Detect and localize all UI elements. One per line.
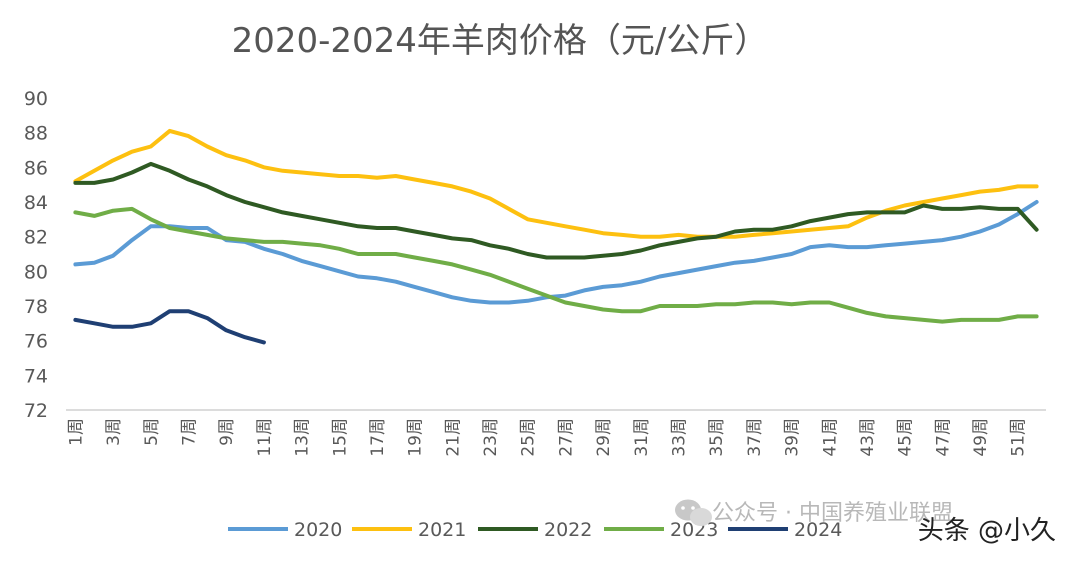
y-tick-label: 90 bbox=[24, 88, 48, 110]
legend-label-2021: 2021 bbox=[418, 519, 466, 541]
x-tick-label: 9周 bbox=[217, 418, 237, 446]
y-tick-label: 78 bbox=[24, 296, 48, 318]
x-tick-label: 45周 bbox=[896, 418, 916, 457]
x-tick-label: 29周 bbox=[594, 418, 614, 457]
y-tick-label: 72 bbox=[24, 400, 48, 422]
y-tick-label: 82 bbox=[24, 227, 48, 249]
x-tick-label: 47周 bbox=[933, 418, 953, 457]
x-tick-label: 37周 bbox=[745, 418, 765, 457]
x-axis-tick-labels: 1周 3周 5周 7周 9周 11周 13周 15周 17周 19周 21周 23周 25周 27周 29周… bbox=[66, 418, 1028, 457]
legend-label-2020: 2020 bbox=[294, 519, 342, 541]
x-tick-label: 19周 bbox=[406, 418, 426, 457]
legend-label-2022: 2022 bbox=[544, 519, 592, 541]
y-tick-label: 76 bbox=[24, 331, 48, 353]
x-tick-label: 13周 bbox=[293, 418, 313, 457]
y-tick-label: 88 bbox=[24, 123, 48, 145]
wechat-watermark: 公众号 · 中国养殖业联盟 bbox=[675, 499, 953, 526]
series-lines bbox=[73, 128, 1039, 345]
series-line-2021 bbox=[73, 128, 1039, 239]
y-tick-label: 86 bbox=[24, 157, 48, 179]
x-tick-label: 1周 bbox=[66, 418, 86, 446]
x-tick-label: 5周 bbox=[142, 418, 162, 446]
x-tick-label: 27周 bbox=[556, 418, 576, 457]
y-tick-label: 80 bbox=[24, 261, 48, 283]
x-tick-label: 31周 bbox=[632, 418, 652, 457]
x-tick-label: 11周 bbox=[255, 418, 275, 457]
x-tick-label: 41周 bbox=[820, 418, 840, 457]
x-tick-label: 39周 bbox=[783, 418, 803, 457]
x-tick-label: 23周 bbox=[481, 418, 501, 457]
wechat-icon bbox=[675, 499, 712, 526]
x-tick-label: 49周 bbox=[971, 418, 991, 457]
y-axis-tick-labels: 90 88 86 84 82 80 78 76 74 72 bbox=[24, 88, 48, 422]
toutiao-watermark-text: 头条 @小久 bbox=[918, 516, 1056, 546]
x-tick-label: 7周 bbox=[180, 418, 200, 446]
x-tick-label: 3周 bbox=[104, 418, 124, 446]
x-tick-label: 35周 bbox=[707, 418, 727, 457]
series-line-2022 bbox=[73, 161, 1039, 260]
x-tick-label: 51周 bbox=[1009, 418, 1029, 457]
series-line-2023 bbox=[73, 206, 1039, 324]
y-tick-label: 74 bbox=[24, 365, 48, 387]
legend-label-2024: 2024 bbox=[794, 519, 842, 541]
x-tick-label: 25周 bbox=[519, 418, 539, 457]
x-tick-label: 43周 bbox=[858, 418, 878, 457]
x-tick-label: 17周 bbox=[368, 418, 388, 457]
chart-title: 2020-2024年羊肉价格（元/公斤） bbox=[232, 21, 769, 61]
series-line-2024 bbox=[73, 309, 266, 345]
x-tick-label: 33周 bbox=[670, 418, 690, 457]
series-line-2020 bbox=[73, 200, 1039, 305]
y-tick-label: 84 bbox=[24, 192, 48, 214]
wechat-watermark-text: 公众号 · 中国养殖业联盟 bbox=[712, 501, 953, 526]
x-tick-label: 15周 bbox=[330, 418, 350, 457]
x-tick-label: 21周 bbox=[443, 418, 463, 457]
